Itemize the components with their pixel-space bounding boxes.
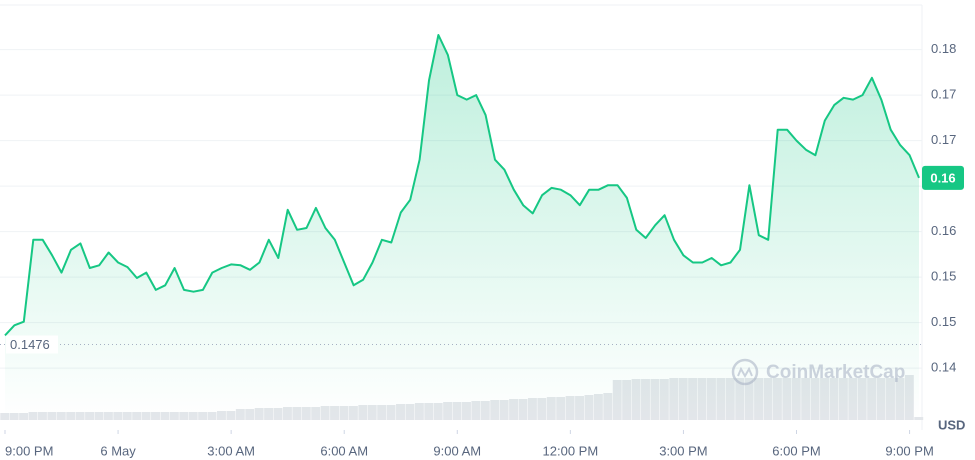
- price-badge-label: 0.16: [930, 170, 955, 185]
- y-tick-label: 0.18: [931, 41, 956, 56]
- volume-bar: [0, 413, 10, 420]
- watermark: CoinMarketCap: [731, 358, 905, 386]
- price-badge: [922, 165, 964, 190]
- area-fill: [5, 35, 919, 420]
- baseline-label-bg: [6, 335, 58, 354]
- logo: [731, 358, 759, 386]
- baseline-label: 0.1476: [10, 337, 50, 352]
- logo-mark: [737, 366, 753, 379]
- y-tick-label: 0.15: [931, 314, 956, 329]
- x-tick-label: 9:00 PM: [5, 443, 53, 458]
- watermark-text: CoinMarketCap: [766, 362, 905, 383]
- overlay: 0.1476 0.16: [0, 165, 964, 354]
- x-tick-label: 6:00 AM: [320, 443, 368, 458]
- y-tick-label: 0.17: [931, 87, 956, 102]
- x-tick-label: 9:00 PM: [885, 443, 933, 458]
- x-tick-label: 3:00 PM: [659, 443, 707, 458]
- x-tick-label: 3:00 AM: [207, 443, 255, 458]
- y-tick-label: 0.16: [931, 223, 956, 238]
- x-tick-label: 6 May: [100, 443, 136, 458]
- plot: [4, 34, 920, 420]
- x-tick-label: 9:00 AM: [433, 443, 481, 458]
- y-tick-label: 0.17: [931, 132, 956, 147]
- currency: USD: [938, 417, 965, 432]
- price-line: [4, 34, 920, 337]
- y-tick-label: 0.15: [931, 269, 956, 284]
- x-tick-label: 6:00 PM: [772, 443, 820, 458]
- x-tick-label: 12:00 PM: [543, 443, 599, 458]
- y-tick-label: 0.14: [931, 360, 956, 375]
